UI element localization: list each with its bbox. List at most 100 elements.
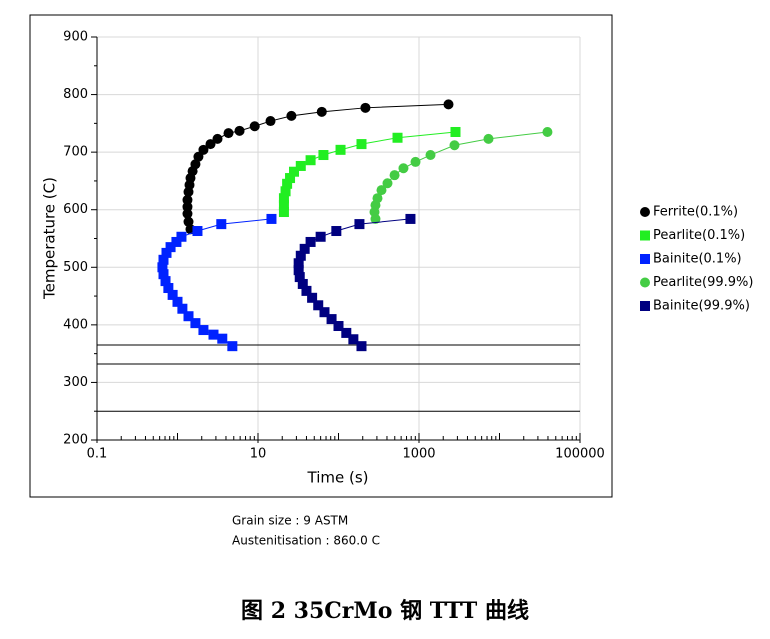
- marker: [450, 126, 461, 137]
- marker: [333, 321, 344, 332]
- y-tick-label: 600: [63, 202, 88, 217]
- marker: [278, 200, 289, 211]
- x-tick-label: 1000: [402, 447, 435, 462]
- marker: [410, 156, 421, 167]
- marker: [288, 166, 299, 177]
- marker: [331, 226, 342, 237]
- marker: [205, 139, 216, 150]
- chart-frame: [29, 14, 613, 498]
- marker: [297, 278, 308, 289]
- marker: [295, 250, 306, 261]
- note: Austenitisation : 860.0 C: [232, 534, 380, 548]
- marker: [249, 121, 260, 132]
- legend-marker: [640, 230, 650, 241]
- legend-marker: [640, 301, 650, 311]
- marker: [301, 285, 312, 296]
- marker: [172, 296, 183, 307]
- marker: [483, 133, 494, 144]
- marker: [405, 213, 416, 224]
- marker: [341, 327, 352, 338]
- marker: [335, 144, 346, 155]
- marker: [282, 178, 293, 189]
- marker: [182, 201, 193, 212]
- legend-label: Pearlite(99.9%): [653, 275, 753, 290]
- marker: [192, 226, 203, 237]
- marker: [212, 133, 223, 144]
- marker: [176, 231, 187, 242]
- legend-label: Pearlite(0.1%): [653, 228, 745, 243]
- caption: 图 2 35CrMo 钢 TTT 曲线: [241, 598, 529, 624]
- x-tick-label: 0.1: [87, 447, 108, 462]
- legend-marker: [640, 277, 650, 288]
- marker: [348, 334, 359, 345]
- marker: [278, 207, 289, 218]
- marker: [305, 236, 316, 247]
- marker: [177, 303, 188, 314]
- marker: [208, 329, 219, 340]
- marker: [160, 276, 171, 287]
- legend-label: Bainite(99.9%): [653, 299, 750, 314]
- y-tick-label: 300: [63, 375, 88, 390]
- y-axis-label: Temperature (C): [41, 177, 59, 300]
- marker: [372, 193, 383, 204]
- marker: [193, 151, 204, 162]
- y-tick-label: 500: [63, 260, 88, 275]
- marker: [307, 292, 318, 303]
- y-tick-label: 200: [63, 433, 88, 448]
- marker: [425, 150, 436, 161]
- marker: [294, 272, 305, 283]
- marker: [217, 333, 228, 344]
- y-tick-label: 700: [63, 145, 88, 160]
- marker: [183, 216, 194, 227]
- marker: [216, 219, 227, 230]
- series-line: [373, 131, 548, 219]
- marker: [356, 139, 367, 150]
- marker: [293, 265, 304, 276]
- marker: [293, 258, 304, 269]
- marker: [299, 243, 310, 254]
- marker: [158, 269, 169, 280]
- x-tick-label: 10: [250, 447, 267, 462]
- marker: [157, 262, 168, 273]
- marker: [167, 289, 178, 300]
- marker: [190, 159, 201, 170]
- marker: [360, 102, 371, 113]
- marker: [198, 144, 209, 155]
- marker: [165, 242, 176, 253]
- marker: [190, 318, 201, 329]
- series-line: [186, 103, 449, 230]
- legend-label: Ferrite(0.1%): [653, 205, 738, 220]
- note: Grain size : 9 ASTM: [232, 514, 348, 528]
- marker: [171, 236, 182, 247]
- marker: [285, 173, 296, 184]
- marker: [158, 254, 169, 265]
- marker: [316, 106, 327, 117]
- marker: [278, 193, 289, 204]
- marker: [183, 311, 194, 322]
- marker: [382, 178, 393, 189]
- x-tick-label: 100000: [555, 447, 605, 462]
- marker: [443, 99, 454, 110]
- marker: [265, 116, 276, 127]
- marker: [313, 300, 324, 311]
- marker: [449, 140, 460, 151]
- marker: [295, 160, 306, 171]
- marker: [376, 185, 387, 196]
- marker: [161, 247, 172, 258]
- marker: [163, 283, 174, 294]
- marker: [266, 213, 277, 224]
- y-tick-label: 400: [63, 317, 88, 332]
- marker: [354, 219, 365, 230]
- marker: [389, 170, 400, 181]
- marker: [398, 163, 409, 174]
- marker: [234, 125, 245, 136]
- marker: [198, 325, 209, 336]
- marker: [182, 194, 193, 205]
- marker: [542, 126, 553, 137]
- marker: [286, 110, 297, 121]
- marker: [326, 314, 337, 325]
- marker: [227, 341, 238, 352]
- legend-marker: [640, 254, 650, 264]
